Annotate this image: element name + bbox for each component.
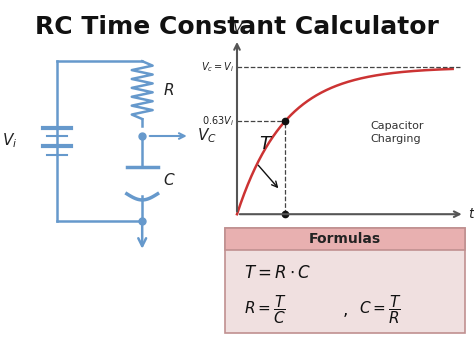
Text: t: t	[468, 207, 474, 221]
Text: $0.63V_i$: $0.63V_i$	[202, 115, 235, 128]
Text: $R = \dfrac{T}{C}$: $R = \dfrac{T}{C}$	[244, 293, 287, 326]
Text: $T = R \cdot C$: $T = R \cdot C$	[244, 264, 311, 282]
Bar	[225, 228, 465, 250]
Text: $V_C$: $V_C$	[197, 127, 217, 146]
Text: $T$: $T$	[259, 135, 273, 153]
Text: R: R	[164, 83, 174, 98]
Text: $,$: $,$	[342, 301, 348, 319]
Text: $V_i$: $V_i$	[2, 132, 17, 150]
Text: Capacitor
Charging: Capacitor Charging	[371, 121, 424, 144]
Bar	[225, 228, 465, 333]
Text: $C = \dfrac{T}{R}$: $C = \dfrac{T}{R}$	[359, 293, 402, 326]
Text: C: C	[164, 173, 174, 188]
Text: $V_C$: $V_C$	[232, 21, 250, 37]
Text: RC Time Constant Calculator: RC Time Constant Calculator	[35, 15, 439, 39]
Text: Formulas: Formulas	[309, 232, 381, 246]
Text: $V_c = V_i$: $V_c = V_i$	[201, 61, 235, 74]
